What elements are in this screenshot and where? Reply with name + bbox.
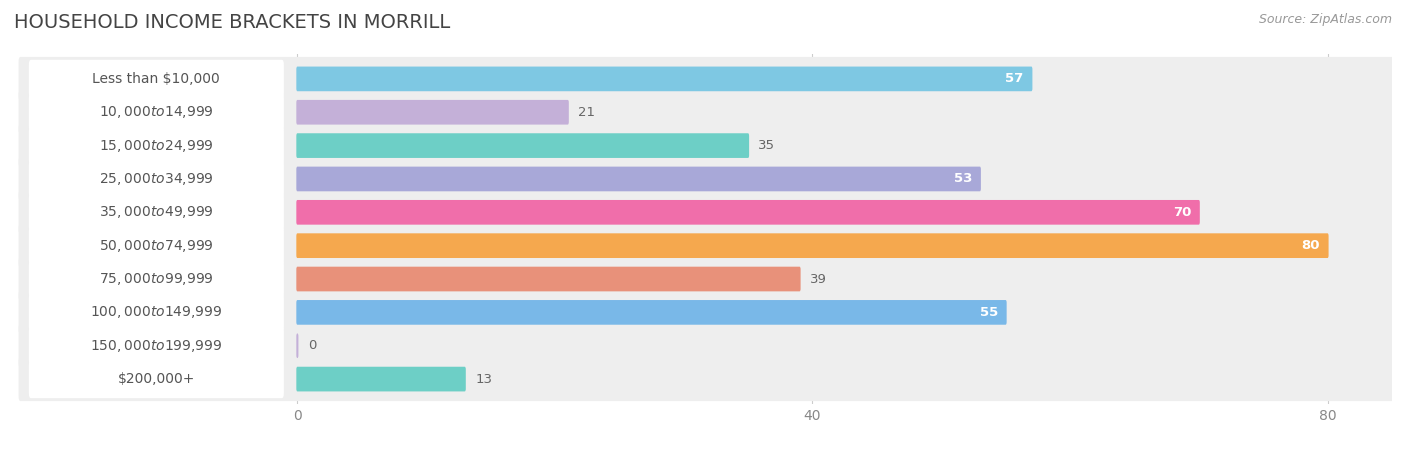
FancyBboxPatch shape [18, 57, 1393, 101]
Text: HOUSEHOLD INCOME BRACKETS IN MORRILL: HOUSEHOLD INCOME BRACKETS IN MORRILL [14, 13, 450, 32]
Text: Less than $10,000: Less than $10,000 [93, 72, 221, 86]
FancyBboxPatch shape [297, 133, 749, 158]
FancyBboxPatch shape [297, 100, 569, 124]
FancyBboxPatch shape [297, 267, 800, 291]
FancyBboxPatch shape [297, 200, 1199, 224]
FancyBboxPatch shape [297, 300, 1007, 325]
FancyBboxPatch shape [297, 233, 1329, 258]
Text: 57: 57 [1005, 72, 1024, 85]
FancyBboxPatch shape [297, 334, 298, 358]
Text: 53: 53 [953, 172, 972, 185]
FancyBboxPatch shape [18, 90, 1393, 134]
FancyBboxPatch shape [297, 167, 981, 191]
Text: $100,000 to $149,999: $100,000 to $149,999 [90, 304, 222, 321]
FancyBboxPatch shape [297, 367, 465, 392]
Text: $75,000 to $99,999: $75,000 to $99,999 [98, 271, 214, 287]
Text: $35,000 to $49,999: $35,000 to $49,999 [98, 204, 214, 220]
FancyBboxPatch shape [30, 327, 284, 365]
Text: $50,000 to $74,999: $50,000 to $74,999 [98, 238, 214, 254]
FancyBboxPatch shape [18, 224, 1393, 268]
Text: 35: 35 [758, 139, 775, 152]
FancyBboxPatch shape [30, 60, 284, 98]
Text: 13: 13 [475, 373, 492, 386]
FancyBboxPatch shape [18, 157, 1393, 201]
FancyBboxPatch shape [30, 360, 284, 398]
Text: $200,000+: $200,000+ [118, 372, 195, 386]
FancyBboxPatch shape [18, 357, 1393, 401]
FancyBboxPatch shape [30, 160, 284, 198]
Text: $10,000 to $14,999: $10,000 to $14,999 [98, 104, 214, 120]
Text: 21: 21 [578, 106, 595, 119]
Text: $150,000 to $199,999: $150,000 to $199,999 [90, 338, 222, 354]
Text: 0: 0 [308, 339, 316, 352]
FancyBboxPatch shape [18, 257, 1393, 301]
Text: $25,000 to $34,999: $25,000 to $34,999 [98, 171, 214, 187]
FancyBboxPatch shape [18, 190, 1393, 234]
FancyBboxPatch shape [18, 291, 1393, 335]
Text: 39: 39 [810, 273, 827, 286]
FancyBboxPatch shape [30, 93, 284, 131]
FancyBboxPatch shape [297, 66, 1032, 91]
FancyBboxPatch shape [30, 227, 284, 265]
FancyBboxPatch shape [30, 260, 284, 298]
FancyBboxPatch shape [18, 324, 1393, 368]
FancyBboxPatch shape [18, 123, 1393, 167]
Text: 55: 55 [980, 306, 998, 319]
FancyBboxPatch shape [30, 193, 284, 231]
Text: $15,000 to $24,999: $15,000 to $24,999 [98, 137, 214, 154]
Text: Source: ZipAtlas.com: Source: ZipAtlas.com [1258, 13, 1392, 26]
Text: 70: 70 [1173, 206, 1191, 219]
FancyBboxPatch shape [30, 127, 284, 165]
FancyBboxPatch shape [30, 293, 284, 331]
Text: 80: 80 [1302, 239, 1320, 252]
